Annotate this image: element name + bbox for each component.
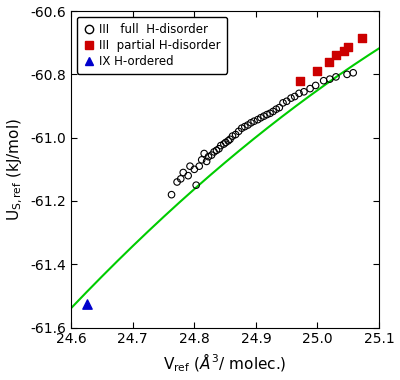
Point bbox=[238, 125, 245, 131]
Point bbox=[248, 120, 254, 126]
Point bbox=[284, 98, 290, 104]
Point bbox=[208, 152, 215, 158]
Point bbox=[168, 192, 175, 198]
Point bbox=[213, 147, 220, 154]
Point bbox=[227, 136, 233, 142]
Point bbox=[216, 146, 222, 152]
Point bbox=[218, 142, 224, 149]
Point bbox=[187, 163, 193, 169]
Point bbox=[359, 35, 365, 41]
Point bbox=[178, 176, 184, 182]
Point bbox=[344, 71, 350, 78]
Point bbox=[296, 90, 302, 97]
Point bbox=[229, 133, 236, 139]
Point bbox=[201, 150, 207, 157]
Point bbox=[345, 44, 352, 51]
Point bbox=[261, 113, 267, 119]
Point bbox=[225, 138, 231, 144]
Point bbox=[301, 89, 307, 95]
Point bbox=[280, 100, 286, 106]
Point bbox=[273, 106, 280, 112]
Point bbox=[333, 74, 339, 80]
Point bbox=[232, 131, 239, 138]
Point bbox=[196, 163, 202, 169]
Point bbox=[320, 78, 327, 84]
Point bbox=[312, 82, 319, 89]
Legend: III   full  H-disorder, III  partial H-disorder, IX H-ordered: III full H-disorder, III partial H-disor… bbox=[77, 17, 227, 74]
Point bbox=[276, 105, 282, 111]
Point bbox=[221, 141, 227, 147]
Y-axis label: U$_{\rm S,ref}$ (kJ/mol): U$_{\rm S,ref}$ (kJ/mol) bbox=[6, 118, 25, 221]
Point bbox=[288, 95, 294, 101]
Point bbox=[270, 108, 276, 114]
Point bbox=[185, 173, 191, 179]
Point bbox=[222, 139, 229, 146]
Point bbox=[341, 48, 347, 54]
Point bbox=[83, 301, 90, 307]
Point bbox=[180, 169, 186, 176]
Point bbox=[297, 78, 304, 84]
Point bbox=[325, 59, 332, 65]
Point bbox=[204, 158, 210, 165]
Point bbox=[258, 115, 264, 121]
Point bbox=[198, 157, 205, 163]
Point bbox=[245, 122, 251, 128]
Point bbox=[251, 118, 257, 124]
Point bbox=[193, 182, 199, 188]
Point bbox=[307, 86, 313, 92]
Point bbox=[327, 76, 333, 82]
Point bbox=[174, 179, 180, 185]
Point bbox=[205, 154, 212, 160]
Point bbox=[267, 110, 273, 116]
Point bbox=[242, 124, 248, 130]
Point bbox=[211, 149, 217, 155]
Point bbox=[236, 128, 242, 135]
Point bbox=[254, 117, 261, 123]
Point bbox=[191, 166, 198, 173]
Point bbox=[264, 112, 270, 118]
Point bbox=[292, 93, 298, 100]
Point bbox=[350, 70, 356, 76]
Point bbox=[333, 52, 339, 58]
Point bbox=[314, 68, 321, 74]
X-axis label: V$_{\rm ref}$ ($\AA^3$/ molec.): V$_{\rm ref}$ ($\AA^3$/ molec.) bbox=[163, 352, 287, 374]
